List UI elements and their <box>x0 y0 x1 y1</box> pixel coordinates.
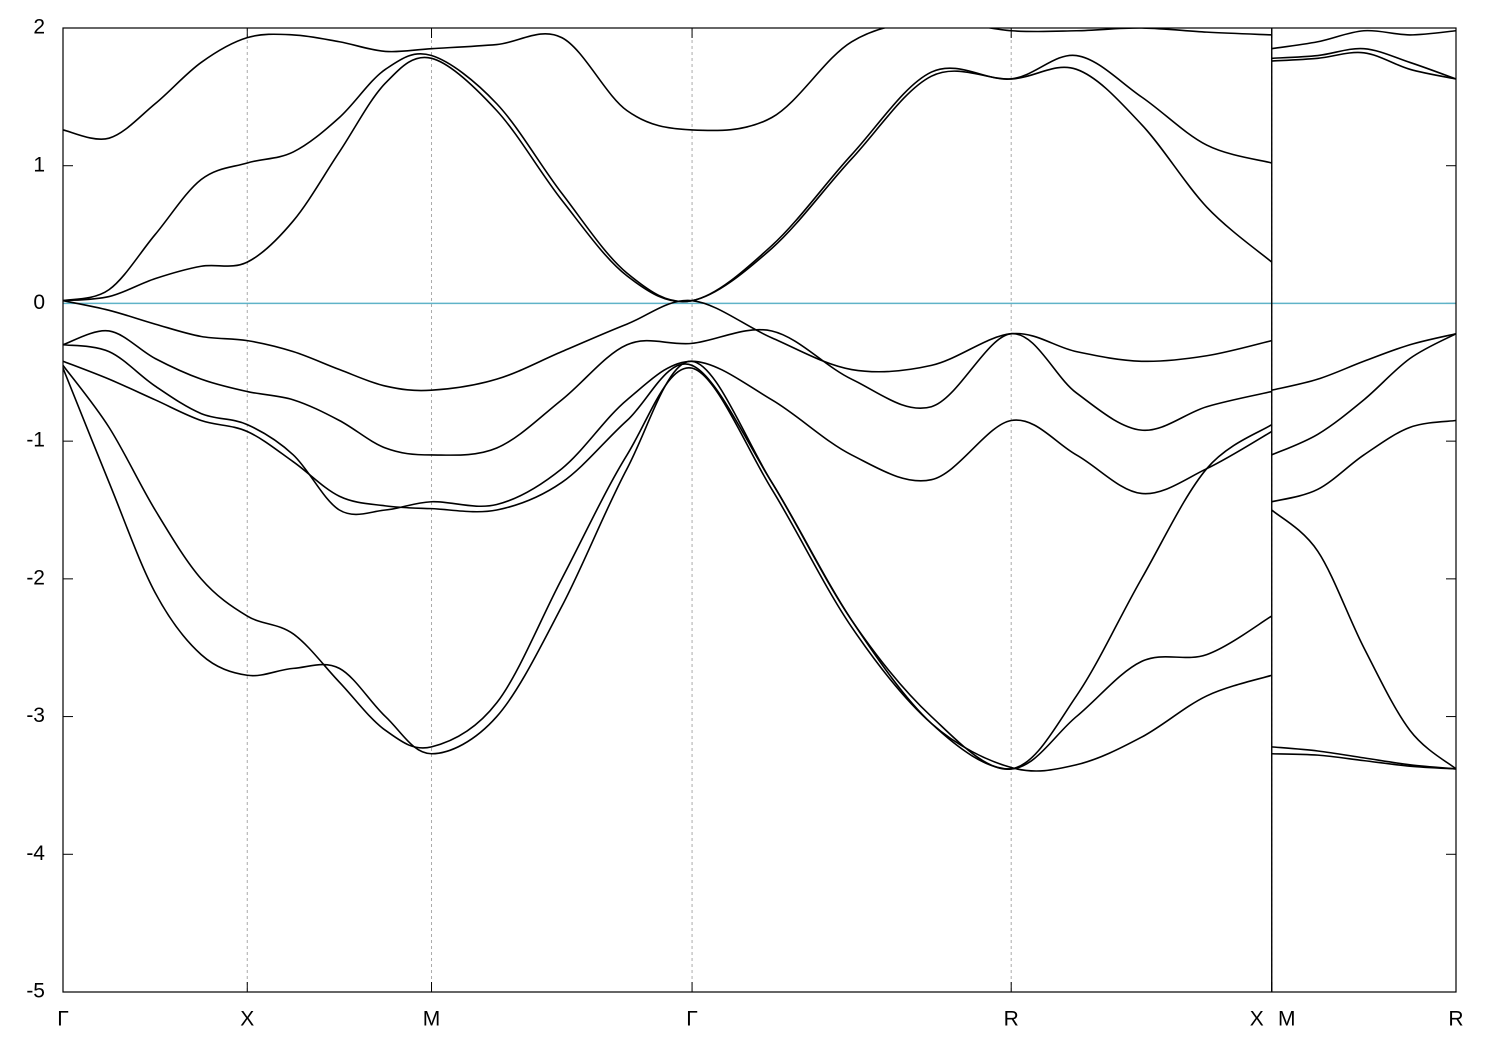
x-tick-label: M <box>1278 1008 1296 1031</box>
band-line <box>63 47 1456 303</box>
y-tick-label: 0 <box>33 291 45 314</box>
y-tick-label: -5 <box>26 980 45 1003</box>
y-tick-label: -3 <box>26 704 45 727</box>
y-tick-label: 2 <box>33 16 45 39</box>
plot-area <box>63 28 1456 772</box>
band-line <box>63 28 1456 140</box>
band-line <box>63 343 1456 516</box>
x-tick-label: Γ <box>57 1008 69 1031</box>
x-tick-label: M <box>423 1008 441 1031</box>
plot-frame <box>62 27 1457 993</box>
x-tick-label: Γ <box>686 1008 698 1031</box>
band-line <box>63 360 1456 770</box>
y-tick-label: -1 <box>26 429 45 452</box>
band-line <box>63 328 1456 456</box>
band-line <box>63 364 1456 772</box>
band-line <box>63 360 1456 770</box>
y-tick-label: -2 <box>26 566 45 589</box>
y-tick-label: 1 <box>33 153 45 176</box>
x-tick-label: X <box>1250 1008 1264 1031</box>
x-tick-label: R <box>1448 1008 1463 1031</box>
band-line <box>63 299 1456 392</box>
x-tick-label: X <box>240 1008 254 1031</box>
y-tick-label: -4 <box>26 842 45 865</box>
band-line <box>63 51 1456 303</box>
x-tick-label: R <box>1004 1008 1019 1031</box>
